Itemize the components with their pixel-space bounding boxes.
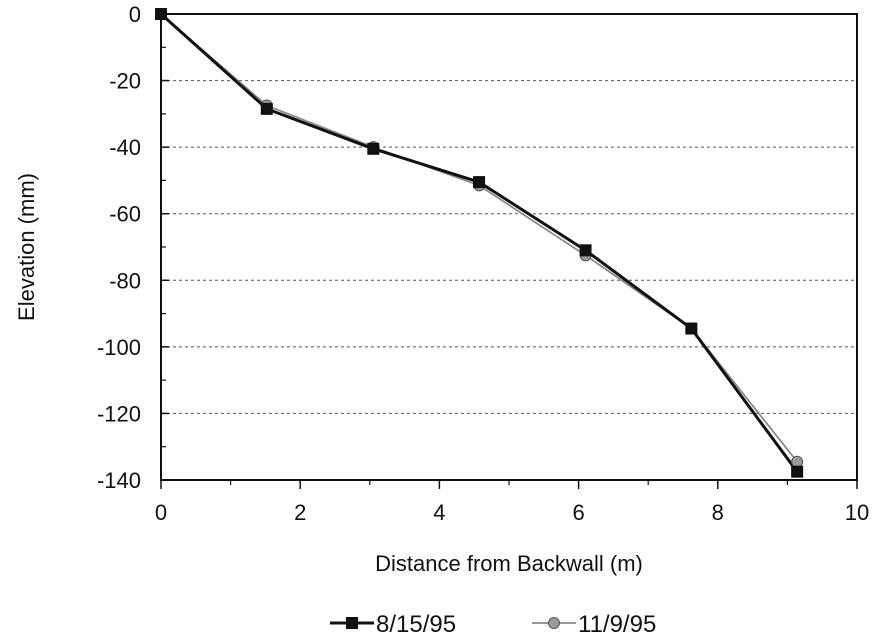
data-point-8-15-95	[260, 102, 273, 115]
legend-marker-square	[346, 617, 358, 629]
legend: 8/15/95 11/9/95	[330, 611, 656, 638]
y-tick-label: -140	[97, 468, 141, 493]
x-tick-label: 6	[572, 500, 584, 525]
legend-item-8-15-95: 8/15/95	[330, 611, 456, 638]
x-tick-label: 8	[712, 500, 724, 525]
y-tick-label: -60	[109, 202, 141, 227]
y-tick-label: -120	[97, 401, 141, 426]
y-tick-label: -100	[97, 335, 141, 360]
legend-label-11-9-95: 11/9/95	[578, 611, 656, 638]
y-tick-label: -80	[109, 268, 141, 293]
tick-labels: 0 -20 -40 -60 -80 -100 -120 -140 0 2 4 6 8 10	[97, 2, 869, 525]
data-point-11-9-95	[791, 455, 804, 468]
y-tick-label: 0	[129, 2, 141, 27]
y-tick-label: -40	[109, 135, 141, 160]
x-tick-label: 4	[433, 500, 445, 525]
data-point-8-15-95	[367, 142, 380, 155]
x-axis-title: Distance from Backwall (m)	[375, 551, 643, 576]
y-axis-title: Elevation (mm)	[14, 173, 39, 321]
x-tick-label: 2	[294, 500, 306, 525]
series-layer	[155, 8, 804, 478]
series-line-11-9-95	[160, 13, 798, 463]
legend-marker-circle	[548, 617, 560, 629]
series-line-8-15-95	[159, 12, 799, 473]
legend-label-8-15-95: 8/15/95	[376, 611, 456, 638]
data-point-8-15-95	[579, 244, 592, 257]
x-tick-label: 0	[155, 500, 167, 525]
legend-item-11-9-95: 11/9/95	[532, 611, 656, 638]
grid-lines	[161, 80, 857, 414]
y-tick-label: -20	[109, 69, 141, 94]
x-tick-label: 10	[845, 500, 869, 525]
data-point-8-15-95	[685, 322, 698, 335]
data-point-8-15-95	[791, 465, 804, 478]
data-point-8-15-95	[155, 8, 167, 20]
data-point-8-15-95	[473, 176, 486, 189]
axis-ticks	[160, 13, 858, 489]
